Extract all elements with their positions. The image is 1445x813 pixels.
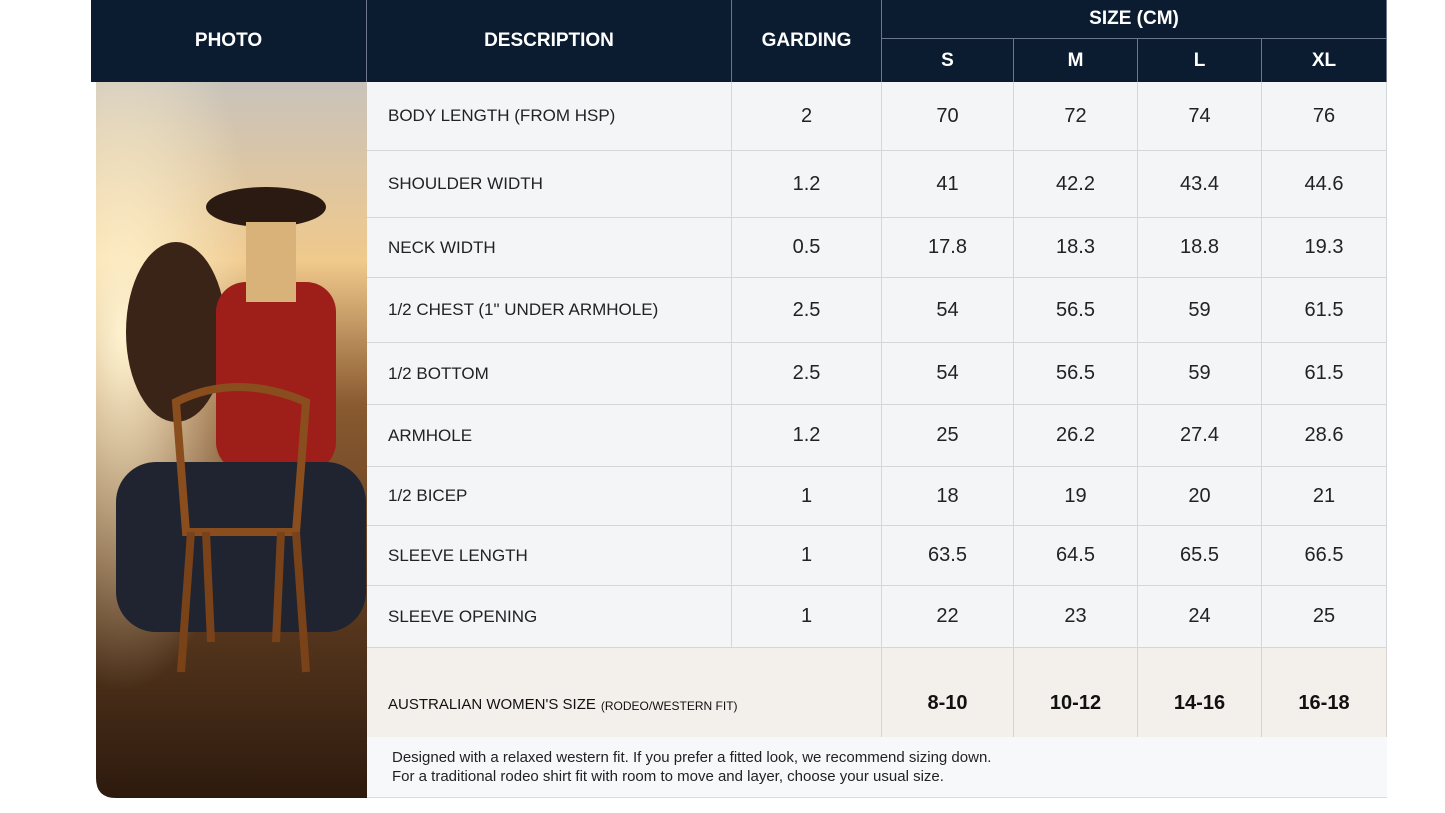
size-cell: 44.6	[1262, 151, 1387, 218]
header-cell: GARDING	[732, 0, 882, 82]
australian-label: AUSTRALIAN WOMEN'S SIZE (RODEO/WESTERN FI…	[367, 648, 882, 737]
description-cell: SLEEVE OPENING	[367, 586, 732, 648]
label-note: (RODEO/WESTERN FIT)	[600, 699, 738, 713]
garding-cell: 2.5	[732, 343, 882, 405]
garding-cell: 0.5	[732, 218, 882, 278]
photo	[96, 82, 368, 798]
size-cell: 27.4	[1138, 405, 1262, 467]
garding-cell: 1.2	[732, 151, 882, 218]
size-cell: 18.8	[1138, 218, 1262, 278]
description-cell: SHOULDER WIDTH	[367, 151, 732, 218]
australian-size: 8-10	[882, 648, 1014, 737]
size-cell: 28.6	[1262, 405, 1387, 467]
size-cell: 59	[1138, 343, 1262, 405]
size-cell: 43.4	[1138, 151, 1262, 218]
description-cell: BODY LENGTH (FROM HSP)	[367, 82, 732, 151]
header-cell: M	[1014, 39, 1138, 82]
size-cell: 18.3	[1014, 218, 1138, 278]
description-cell: 1/2 BICEP	[367, 467, 732, 526]
header-cell: L	[1138, 39, 1262, 82]
size-cell: 59	[1138, 278, 1262, 343]
description-cell: ARMHOLE	[367, 405, 732, 467]
size-cell: 41	[882, 151, 1014, 218]
size-cell: 72	[1014, 82, 1138, 151]
size-cell: 65.5	[1138, 526, 1262, 586]
size-cell: 74	[1138, 82, 1262, 151]
size-cell: 21	[1262, 467, 1387, 526]
size-cell: 19.3	[1262, 218, 1387, 278]
garding-cell: 1	[732, 526, 882, 586]
footnote-line: For a traditional rodeo shirt fit with r…	[392, 768, 944, 785]
header-cell: XL	[1262, 39, 1387, 82]
footnote: Designed with a relaxed western fit. If …	[367, 737, 1387, 798]
size-cell: 64.5	[1014, 526, 1138, 586]
header-cell: SIZE (CM)	[882, 0, 1387, 39]
description-cell: 1/2 BOTTOM	[367, 343, 732, 405]
size-cell: 76	[1262, 82, 1387, 151]
size-cell: 61.5	[1262, 278, 1387, 343]
label: AUSTRALIAN WOMEN'S SIZE	[388, 696, 596, 713]
size-cell: 61.5	[1262, 343, 1387, 405]
size-cell: 56.5	[1014, 343, 1138, 405]
size-cell: 25	[882, 405, 1014, 467]
size-cell: 70	[882, 82, 1014, 151]
description-cell: SLEEVE LENGTH	[367, 526, 732, 586]
size-cell: 56.5	[1014, 278, 1138, 343]
size-cell: 63.5	[882, 526, 1014, 586]
size-cell: 66.5	[1262, 526, 1387, 586]
size-cell: 22	[882, 586, 1014, 648]
size-cell: 18	[882, 467, 1014, 526]
garding-cell: 1	[732, 586, 882, 648]
garding-cell: 2	[732, 82, 882, 151]
size-cell: 54	[882, 278, 1014, 343]
size-cell: 25	[1262, 586, 1387, 648]
footnote-line: Designed with a relaxed western fit. If …	[392, 749, 992, 766]
header-cell: DESCRIPTION	[367, 0, 732, 82]
size-cell: 17.8	[882, 218, 1014, 278]
size-cell: 23	[1014, 586, 1138, 648]
australian-size: 10-12	[1014, 648, 1138, 737]
header-cell: S	[882, 39, 1014, 82]
garding-cell: 1	[732, 467, 882, 526]
size-cell: 42.2	[1014, 151, 1138, 218]
garding-cell: 2.5	[732, 278, 882, 343]
size-cell: 54	[882, 343, 1014, 405]
size-cell: 26.2	[1014, 405, 1138, 467]
size-cell: 24	[1138, 586, 1262, 648]
description-cell: 1/2 CHEST (1" UNDER ARMHOLE)	[367, 278, 732, 343]
header-cell: PHOTO	[91, 0, 367, 82]
australian-size: 16-18	[1262, 648, 1387, 737]
description-cell: NECK WIDTH	[367, 218, 732, 278]
australian-size: 14-16	[1138, 648, 1262, 737]
size-cell: 19	[1014, 467, 1138, 526]
garding-cell: 1.2	[732, 405, 882, 467]
size-cell: 20	[1138, 467, 1262, 526]
